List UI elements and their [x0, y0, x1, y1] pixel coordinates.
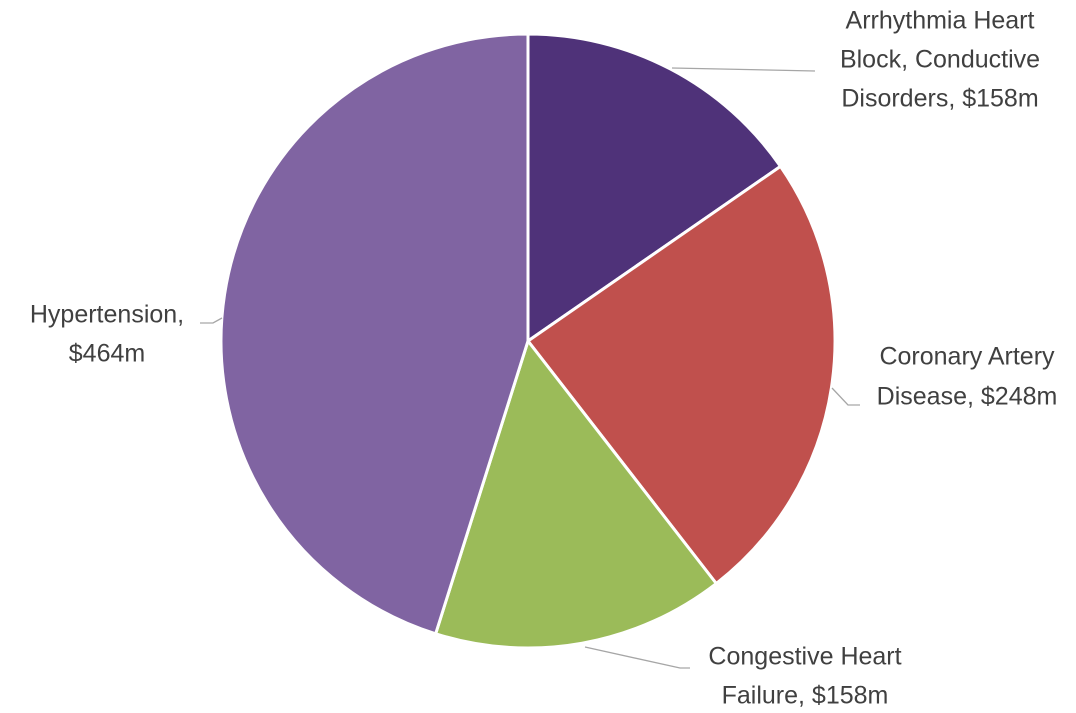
pie-slice [219, 32, 530, 636]
data-label: Hypertension, [30, 301, 184, 329]
leader-line [584, 646, 690, 669]
pie-slice [434, 339, 718, 650]
data-label: Arrhythmia Heart [846, 7, 1035, 35]
data-label: Disorders, $158m [841, 85, 1038, 113]
data-label: $464m [69, 340, 145, 368]
leader-line [671, 67, 816, 72]
pie-slice [526, 32, 782, 343]
pie-slice [526, 164, 837, 586]
data-label: Disease, $248m [877, 383, 1058, 411]
data-label: Block, Conductive [840, 46, 1040, 74]
pie [219, 32, 837, 650]
data-label: Failure, $158m [722, 682, 889, 710]
leader-line [200, 317, 223, 324]
data-label: Congestive Heart [708, 643, 901, 671]
leader-line [831, 387, 860, 406]
data-label: Coronary Artery [879, 343, 1055, 371]
